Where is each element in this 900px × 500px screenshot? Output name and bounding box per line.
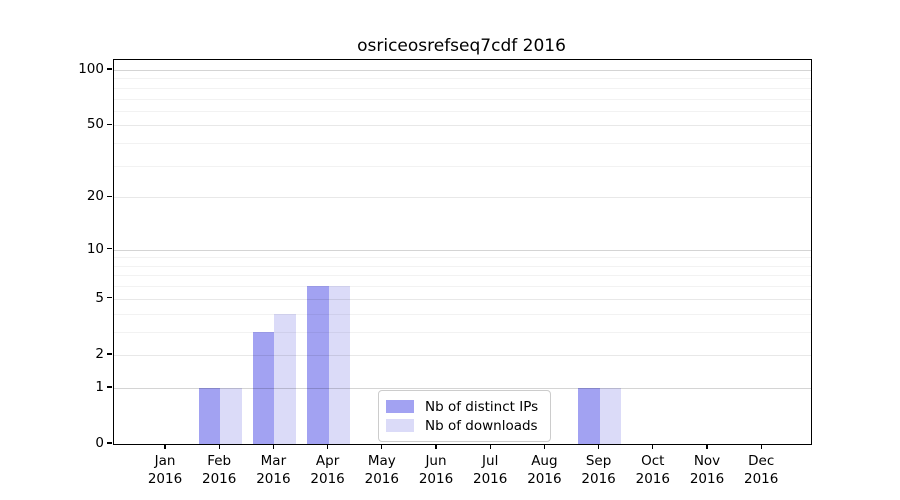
bar-feb-downloads (220, 387, 242, 444)
legend-swatch-downloads (386, 419, 414, 432)
x-tick-apr (326, 444, 329, 450)
grid-line-30 (114, 165, 811, 167)
grid-line-3 (114, 331, 811, 333)
x-tick-label-dec: Dec 2016 (744, 453, 779, 487)
x-tick-aug (543, 444, 546, 450)
x-tick-label-may: May 2016 (364, 453, 399, 487)
y-tick-label-50: 50 (86, 116, 104, 133)
bar-apr-distinct-ips (307, 286, 329, 444)
x-tick-label-jan: Jan 2016 (147, 453, 183, 487)
y-tick-1 (107, 386, 112, 388)
grid-line-40 (114, 143, 811, 145)
grid-line-7 (114, 275, 811, 277)
bar-sep-distinct-ips (578, 387, 600, 444)
y-tick-label-100: 100 (78, 61, 104, 77)
bar-sep-downloads (599, 387, 622, 444)
legend-entry-downloads: Nb of downloads (386, 416, 538, 435)
legend: Nb of distinct IPs Nb of downloads (378, 390, 552, 442)
grid-line-4 (114, 313, 811, 315)
grid-line-6 (114, 286, 811, 288)
legend-label-downloads: Nb of downloads (425, 417, 538, 434)
x-tick-label-nov: Nov 2016 (689, 453, 725, 487)
grid-line-80 (114, 87, 811, 89)
x-tick-label-mar: Mar 2016 (256, 453, 291, 487)
grid-line-2 (114, 354, 811, 356)
bars-layer (114, 60, 811, 444)
legend-swatch-distinct-ips (386, 400, 414, 413)
x-tick-oct (652, 444, 654, 450)
y-tick-10 (107, 247, 112, 250)
bar-mar-downloads (274, 313, 296, 444)
grid-line-20 (114, 197, 811, 199)
grid-line-1 (114, 387, 811, 389)
bar-feb-distinct-ips (198, 387, 221, 444)
y-tick-label-20: 20 (86, 188, 104, 205)
y-tick-5 (107, 297, 112, 299)
chart-title: osriceosrefseq7cdf 2016 (357, 36, 566, 56)
grid-line-9 (114, 257, 811, 259)
y-tick-2 (107, 353, 112, 355)
y-tick-0 (107, 442, 112, 444)
legend-label-distinct-ips: Nb of distinct IPs (425, 398, 539, 415)
x-tick-may (381, 444, 383, 450)
x-tick-label-jun: Jun 2016 (418, 453, 454, 487)
x-tick-mar (272, 444, 275, 450)
y-tick-label-10: 10 (86, 240, 104, 257)
x-tick-jul (489, 444, 491, 450)
bar-apr-downloads (328, 286, 351, 444)
gridlines-layer (114, 60, 811, 444)
x-tick-label-aug: Aug 2016 (527, 453, 562, 487)
y-tick-label-1: 1 (95, 378, 104, 395)
y-tick-100 (107, 68, 112, 70)
grid-line-5 (114, 298, 811, 300)
x-tick-jan (164, 444, 166, 450)
x-tick-sep (597, 444, 600, 450)
y-tick-label-0: 0 (95, 435, 104, 451)
y-tick-label-5: 5 (95, 289, 104, 306)
y-tick-50 (107, 123, 112, 126)
grid-line-50 (114, 125, 811, 127)
legend-entry-distinct-ips: Nb of distinct IPs (386, 397, 538, 416)
x-tick-dec (760, 444, 762, 450)
grid-line-60 (114, 110, 811, 112)
x-tick-label-sep: Sep 2016 (581, 453, 616, 487)
x-tick-feb (218, 444, 220, 450)
bar-mar-distinct-ips (252, 331, 275, 444)
grid-line-90 (114, 78, 811, 80)
grid-line-10 (114, 249, 811, 251)
x-tick-label-oct: Oct 2016 (635, 453, 670, 487)
y-tick-label-2: 2 (95, 345, 104, 362)
grid-line-100 (114, 70, 811, 71)
y-tick-20 (107, 195, 112, 197)
grid-line-8 (114, 265, 811, 267)
x-tick-nov (706, 444, 708, 450)
x-tick-label-apr: Apr 2016 (310, 453, 345, 487)
x-tick-label-jul: Jul 2016 (473, 453, 508, 487)
x-tick-label-feb: Feb 2016 (202, 453, 237, 487)
grid-line-70 (114, 98, 811, 100)
plot-area (113, 59, 812, 445)
x-tick-jun (435, 444, 437, 450)
